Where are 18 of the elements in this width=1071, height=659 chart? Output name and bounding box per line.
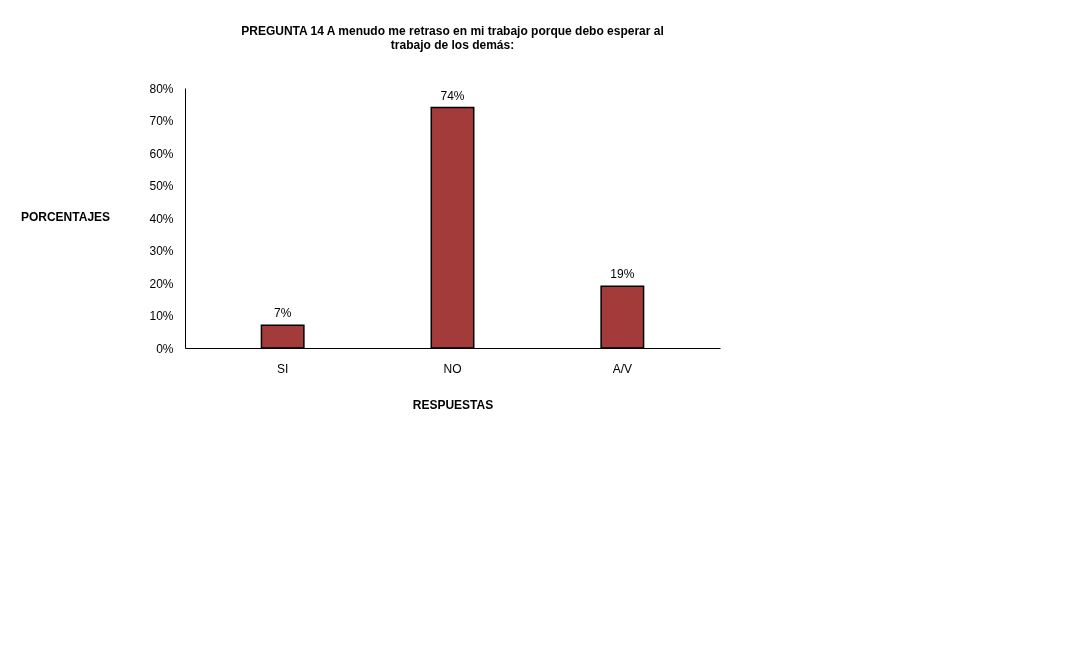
y-tick-label: 60% [149,146,174,161]
y-tick-label: 30% [149,244,174,258]
data-label: 74% [440,88,465,103]
y-axis-title: PORCENTAJES [20,209,111,224]
x-tick-label: A/V [612,361,633,376]
x-tick-label: NO [443,361,462,376]
y-tick-label: 10% [149,309,174,323]
chart-title: PREGUNTA 14 A menudo me retraso en mi trabajo porque debo esperar al trabajo de los demás: [241,24,664,52]
y-tick-label: 70% [149,114,174,128]
y-tick-label: 50% [149,179,174,193]
y-tick-label: 40% [149,211,174,226]
y-tick-label: 80% [149,81,174,96]
x-axis-title: RESPUESTAS [412,397,494,412]
data-label: 19% [610,267,635,282]
y-tick-label: 20% [149,276,174,291]
y-tick-label: 0% [156,341,174,356]
data-label: 7% [273,306,292,321]
x-tick-label: SI [276,361,289,376]
